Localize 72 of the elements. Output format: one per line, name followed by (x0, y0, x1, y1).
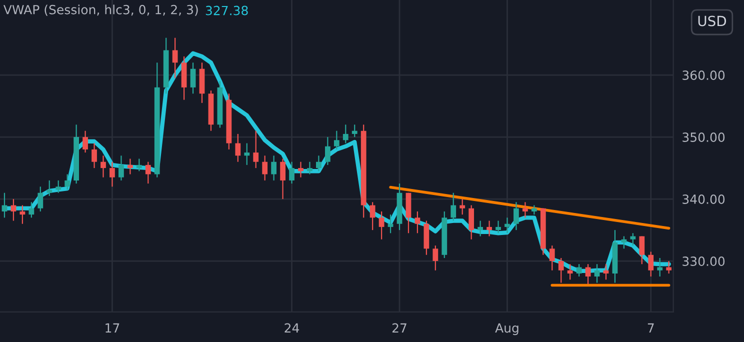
candlestick (585, 264, 591, 285)
x-tick-label: Aug (495, 323, 518, 336)
candlestick (244, 142, 250, 166)
candlestick (388, 214, 394, 234)
candlestick (307, 161, 312, 175)
x-tick-label: 7 (648, 323, 654, 333)
candlestick (432, 245, 438, 271)
y-tick-label: 330.00 (682, 256, 725, 266)
candlestick (10, 198, 16, 222)
candlestick (127, 158, 133, 175)
candlestick (100, 155, 106, 178)
candlestick (648, 251, 654, 278)
candlestick (298, 161, 304, 178)
candlestick (20, 204, 26, 224)
candlestick (38, 186, 44, 212)
candlestick (504, 217, 510, 234)
x-tick-label: 17 (106, 323, 120, 333)
candlestick (334, 130, 340, 150)
candlestick (639, 236, 645, 265)
candlestick (118, 155, 124, 181)
candlestick (253, 130, 259, 169)
candlestick (558, 257, 564, 284)
candlestick (370, 202, 376, 231)
candlestick (82, 130, 88, 154)
candlestick (603, 264, 609, 280)
candlestick (352, 124, 358, 138)
y-tick-label: 350.00 (682, 132, 725, 142)
candlestick (324, 136, 330, 166)
candlestick (478, 220, 483, 237)
x-tick-label: 27 (392, 323, 406, 333)
candlestick (496, 220, 501, 234)
candlestick (522, 202, 528, 218)
candlestick (378, 210, 384, 240)
candlestick (28, 202, 34, 218)
candlestick (486, 220, 492, 237)
y-tick-label: 340.00 (682, 194, 725, 204)
candlestick (110, 161, 115, 188)
text: VWAP (Session, hlc3, 0, 1, 2, 3) (3, 4, 198, 16)
candlestick (316, 155, 322, 172)
candlestick (172, 37, 178, 79)
y-tick-label: 360.00 (682, 70, 725, 80)
candlestick (190, 62, 196, 94)
candlestick (271, 155, 277, 181)
candlestick (145, 161, 151, 184)
candlestick (657, 257, 663, 278)
candlestick (342, 124, 348, 144)
candlestick (235, 133, 241, 162)
candlestick (64, 174, 70, 190)
x-tick-label: 24 (284, 323, 300, 333)
annotation: 327.38 (206, 6, 248, 16)
candlestick (621, 236, 627, 250)
candlestick (262, 155, 268, 181)
candlestick (594, 264, 600, 284)
candlestick (576, 264, 582, 278)
candlestick (514, 202, 519, 231)
candlestick (549, 245, 555, 271)
candlestick (460, 198, 466, 216)
candlestick (414, 210, 420, 234)
candlestick (280, 158, 286, 200)
candlestick (468, 204, 474, 240)
candlestick (666, 260, 672, 274)
candlestick (289, 161, 294, 184)
candlestick (46, 180, 52, 197)
candlestick (56, 180, 62, 194)
candlestick (92, 142, 97, 169)
candlestick (567, 264, 573, 280)
candlestick (531, 204, 537, 216)
candlestick (136, 158, 142, 172)
candlestick (2, 192, 8, 218)
text: USD (698, 16, 726, 26)
candlestick (450, 192, 456, 222)
candlestick (630, 232, 636, 246)
